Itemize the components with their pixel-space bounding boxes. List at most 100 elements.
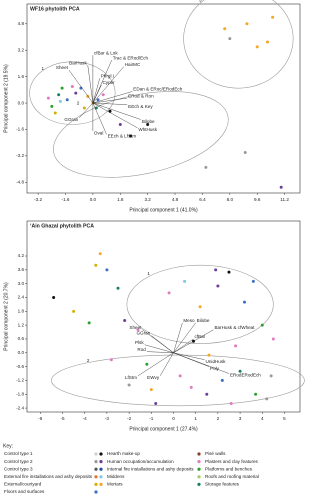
y-tick-label: -1.8	[16, 391, 24, 396]
loading-label: ERodERodEch	[230, 373, 261, 378]
group-ellipse	[51, 354, 305, 407]
key-swatch	[94, 467, 98, 471]
loading-label: Meso	[183, 318, 195, 323]
plot-frame	[26, 220, 301, 413]
x-tick-label: 11.2	[280, 197, 289, 202]
figure: WF16 phytolith PCA Principal component 1 …	[3, 0, 305, 494]
y-tick-label: -1.2	[16, 378, 24, 383]
x-tick-label: -3.2	[34, 197, 42, 202]
loading-label: Plsk	[135, 340, 144, 345]
point	[178, 374, 182, 378]
point	[229, 401, 233, 405]
point	[205, 392, 209, 396]
loading-label: BarHusk & cfWheat	[214, 325, 255, 330]
point	[238, 369, 242, 373]
x-tick-label: -1	[149, 416, 154, 421]
point	[269, 374, 273, 378]
point	[183, 279, 187, 283]
loading-label: Trac & ERod/Ech	[113, 55, 149, 60]
key-label: External/courtyard	[4, 482, 42, 487]
loading-vector	[92, 66, 124, 104]
point	[255, 45, 259, 49]
y-tick-label: 1.2	[18, 322, 25, 327]
y-tick-label: 4.2	[18, 253, 25, 258]
point	[220, 378, 224, 382]
x-axis-label: Principal component 1 (41.0%)	[129, 207, 198, 213]
x-axis-label: Principal component 1 (27.4%)	[129, 426, 198, 432]
loading-label: cfBar	[194, 334, 205, 339]
key-label: Roofs and roofing material	[205, 474, 259, 479]
point	[227, 270, 231, 274]
ellipse-label: 2	[77, 101, 80, 106]
group-ellipse	[126, 264, 274, 344]
loading-vector	[146, 351, 174, 353]
x-tick-label: 1.6	[117, 197, 124, 202]
point	[101, 93, 105, 97]
group-ellipse	[183, 0, 294, 89]
x-tick-label: -3	[105, 416, 110, 421]
point	[167, 291, 171, 295]
x-tick-label: -1.6	[62, 197, 70, 202]
loading-vector	[173, 322, 196, 353]
point	[94, 263, 98, 267]
key-swatch	[99, 460, 103, 464]
point	[65, 98, 69, 102]
point	[82, 106, 86, 110]
point	[243, 300, 247, 304]
point	[260, 323, 264, 327]
x-tick-label: 8.0	[227, 197, 234, 202]
key-title: Key:	[3, 443, 13, 449]
point	[251, 279, 255, 283]
point	[265, 40, 269, 44]
ellipse-label: 1	[42, 66, 45, 71]
point	[271, 15, 275, 19]
loading-vector	[173, 329, 214, 353]
x-tick-label: -6	[38, 416, 43, 421]
point	[204, 165, 208, 169]
chart-title: ‘Ain Ghazal phytolith PCA	[30, 223, 94, 229]
loading-label: GGran	[64, 117, 78, 122]
loading-label: BarHusk	[69, 60, 87, 65]
y-tick-label: 0.6	[18, 336, 25, 341]
loading-vector	[92, 102, 128, 105]
y-tick-label: 2.4	[18, 295, 25, 300]
loading-vector	[137, 352, 174, 376]
group-ellipse	[29, 61, 116, 125]
ellipse-label: 2	[87, 358, 90, 363]
loading-vector	[173, 352, 205, 360]
point	[70, 85, 74, 89]
point	[254, 392, 258, 396]
x-tick-label: 3	[239, 416, 242, 421]
ellipse-label: 3	[199, 0, 202, 2]
x-tick-label: 3.2	[144, 197, 151, 202]
y-tick-label: -0.6	[16, 364, 24, 369]
point	[105, 268, 109, 272]
y-tick-label: -2.4	[16, 405, 24, 410]
point	[109, 358, 113, 362]
loading-label: Bilobe	[142, 119, 155, 124]
x-tick-label: 2	[217, 416, 220, 421]
key-swatch	[197, 452, 201, 456]
key-swatch	[94, 475, 98, 479]
y-axis-label: Principal component 2 (20.7%)	[3, 282, 9, 351]
point	[52, 295, 56, 299]
x-tick-label: -4	[83, 416, 88, 421]
x-tick-label: -2	[127, 416, 132, 421]
point	[74, 91, 78, 95]
loading-vector	[173, 352, 230, 374]
loading-vector	[92, 78, 100, 104]
key-swatch	[99, 452, 103, 456]
x-tick-label: 9.6	[254, 197, 261, 202]
point	[198, 305, 202, 309]
loading-label: GGran	[136, 331, 150, 336]
point	[149, 388, 153, 392]
point	[72, 309, 76, 313]
key-label: Control type 3	[4, 466, 33, 471]
loading-label: Sheet	[129, 325, 142, 330]
x-tick-label: 4	[261, 416, 264, 421]
point	[245, 22, 249, 26]
loading-label: cfBar & Lok	[94, 50, 118, 55]
key-label: Human occupation/accumulation	[107, 459, 174, 464]
loading-label: EEch & Key	[128, 104, 153, 109]
plot-frame	[26, 3, 301, 194]
